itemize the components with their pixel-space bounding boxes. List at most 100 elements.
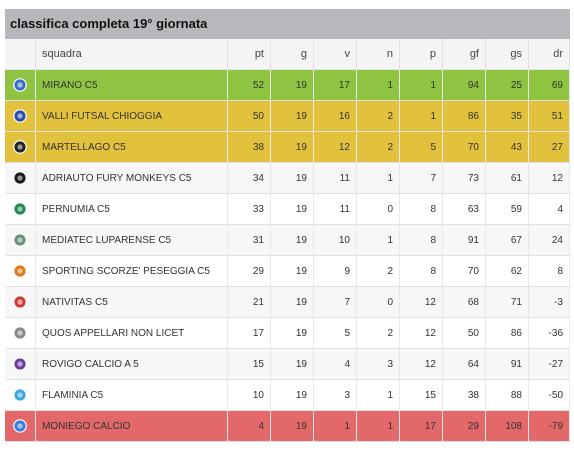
- stat-p: 17: [400, 411, 443, 442]
- stat-g: 19: [271, 287, 314, 318]
- stat-g: 19: [271, 194, 314, 225]
- team-name[interactable]: SPORTING SCORZE' PESEGGIA C5: [36, 256, 228, 287]
- orange-black-crest-icon: [13, 264, 27, 278]
- table-row[interactable]: PERNUMIA C5 33 19 11 0 8 63 59 4: [5, 194, 570, 225]
- stat-gf: 70: [443, 256, 486, 287]
- stat-n: 1: [357, 411, 400, 442]
- stat-gf: 64: [443, 349, 486, 380]
- stat-v: 16: [314, 101, 357, 132]
- stat-n: 3: [357, 349, 400, 380]
- team-logo-cell: [5, 70, 36, 101]
- stat-pt: 10: [228, 380, 271, 411]
- header-gf[interactable]: gf: [443, 39, 486, 70]
- stat-v: 10: [314, 225, 357, 256]
- team-logo-cell: [5, 256, 36, 287]
- stat-pt: 21: [228, 287, 271, 318]
- stat-n: 0: [357, 287, 400, 318]
- team-name[interactable]: FLAMINIA C5: [36, 380, 228, 411]
- stat-pt: 15: [228, 349, 271, 380]
- team-name[interactable]: ROVIGO CALCIO A 5: [36, 349, 228, 380]
- table-row[interactable]: QUOS APPELLARI NON LICET 17 19 5 2 12 50 86 -36: [5, 318, 570, 349]
- team-logo-cell: [5, 287, 36, 318]
- stat-gf: 50: [443, 318, 486, 349]
- team-name[interactable]: ADRIAUTO FURY MONKEYS C5: [36, 163, 228, 194]
- stat-pt: 33: [228, 194, 271, 225]
- team-name[interactable]: MONIEGO CALCIO: [36, 411, 228, 442]
- stat-v: 5: [314, 318, 357, 349]
- team-name[interactable]: MIRANO C5: [36, 70, 228, 101]
- stat-p: 7: [400, 163, 443, 194]
- stat-pt: 4: [228, 411, 271, 442]
- table-row[interactable]: MARTELLAGO C5 38 19 12 2 5 70 43 27: [5, 132, 570, 163]
- table-row[interactable]: ROVIGO CALCIO A 5 15 19 4 3 12 64 91 -27: [5, 349, 570, 380]
- stat-v: 4: [314, 349, 357, 380]
- stat-p: 1: [400, 101, 443, 132]
- stat-gs: 61: [486, 163, 529, 194]
- table-header-row: squadra pt g v n p gf gs dr: [5, 39, 570, 70]
- table-row[interactable]: NATIVITAS C5 21 19 7 0 12 68 71 -3: [5, 287, 570, 318]
- blue-shield-icon: [13, 419, 27, 433]
- stat-gf: 91: [443, 225, 486, 256]
- light-blue-ball-icon: [13, 388, 27, 402]
- purple-shield-icon: [13, 357, 27, 371]
- stat-n: 0: [357, 194, 400, 225]
- table-row[interactable]: MIRANO C5 52 19 17 1 1 94 25 69: [5, 70, 570, 101]
- stat-dr: 12: [529, 163, 570, 194]
- table-row[interactable]: ADRIAUTO FURY MONKEYS C5 34 19 11 1 7 73 61 12: [5, 163, 570, 194]
- blue-round-crest-icon: [13, 78, 27, 92]
- team-name[interactable]: QUOS APPELLARI NON LICET: [36, 318, 228, 349]
- team-name[interactable]: NATIVITAS C5: [36, 287, 228, 318]
- team-name[interactable]: MEDIATEC LUPARENSE C5: [36, 225, 228, 256]
- table-row[interactable]: MONIEGO CALCIO 4 19 1 1 17 29 108 -79: [5, 411, 570, 442]
- stat-gs: 43: [486, 132, 529, 163]
- stat-gf: 86: [443, 101, 486, 132]
- header-n[interactable]: n: [357, 39, 400, 70]
- stat-p: 8: [400, 225, 443, 256]
- table-row[interactable]: SPORTING SCORZE' PESEGGIA C5 29 19 9 2 8 70 62 8: [5, 256, 570, 287]
- stat-g: 19: [271, 70, 314, 101]
- stat-p: 5: [400, 132, 443, 163]
- stat-pt: 52: [228, 70, 271, 101]
- stat-v: 12: [314, 132, 357, 163]
- header-g[interactable]: g: [271, 39, 314, 70]
- team-logo-cell: [5, 411, 36, 442]
- stat-gf: 63: [443, 194, 486, 225]
- stat-p: 12: [400, 349, 443, 380]
- stat-n: 1: [357, 70, 400, 101]
- stat-dr: 51: [529, 101, 570, 132]
- stat-n: 2: [357, 256, 400, 287]
- stat-n: 1: [357, 380, 400, 411]
- stat-pt: 17: [228, 318, 271, 349]
- table-row[interactable]: FLAMINIA C5 10 19 3 1 15 38 88 -50: [5, 380, 570, 411]
- stat-v: 1: [314, 411, 357, 442]
- stat-g: 19: [271, 256, 314, 287]
- stat-g: 19: [271, 411, 314, 442]
- stat-dr: 69: [529, 70, 570, 101]
- table-row[interactable]: VALLI FUTSAL CHIOGGIA 50 19 16 2 1 86 35 51: [5, 101, 570, 132]
- stat-g: 19: [271, 318, 314, 349]
- team-logo-cell: [5, 349, 36, 380]
- header-p[interactable]: p: [400, 39, 443, 70]
- stat-p: 8: [400, 256, 443, 287]
- stat-dr: -3: [529, 287, 570, 318]
- stat-gs: 71: [486, 287, 529, 318]
- header-pt[interactable]: pt: [228, 39, 271, 70]
- header-squadra[interactable]: squadra: [36, 39, 228, 70]
- stat-v: 9: [314, 256, 357, 287]
- stat-dr: 27: [529, 132, 570, 163]
- team-logo-cell: [5, 380, 36, 411]
- stat-dr: 4: [529, 194, 570, 225]
- stat-gf: 73: [443, 163, 486, 194]
- stat-dr: -79: [529, 411, 570, 442]
- team-name[interactable]: VALLI FUTSAL CHIOGGIA: [36, 101, 228, 132]
- header-gs[interactable]: gs: [486, 39, 529, 70]
- header-dr[interactable]: dr: [529, 39, 570, 70]
- stat-dr: 8: [529, 256, 570, 287]
- team-name[interactable]: MARTELLAGO C5: [36, 132, 228, 163]
- table-row[interactable]: MEDIATEC LUPARENSE C5 31 19 10 1 8 91 67 24: [5, 225, 570, 256]
- team-name[interactable]: PERNUMIA C5: [36, 194, 228, 225]
- header-v[interactable]: v: [314, 39, 357, 70]
- stat-v: 11: [314, 194, 357, 225]
- stat-gf: 38: [443, 380, 486, 411]
- team-logo-cell: [5, 318, 36, 349]
